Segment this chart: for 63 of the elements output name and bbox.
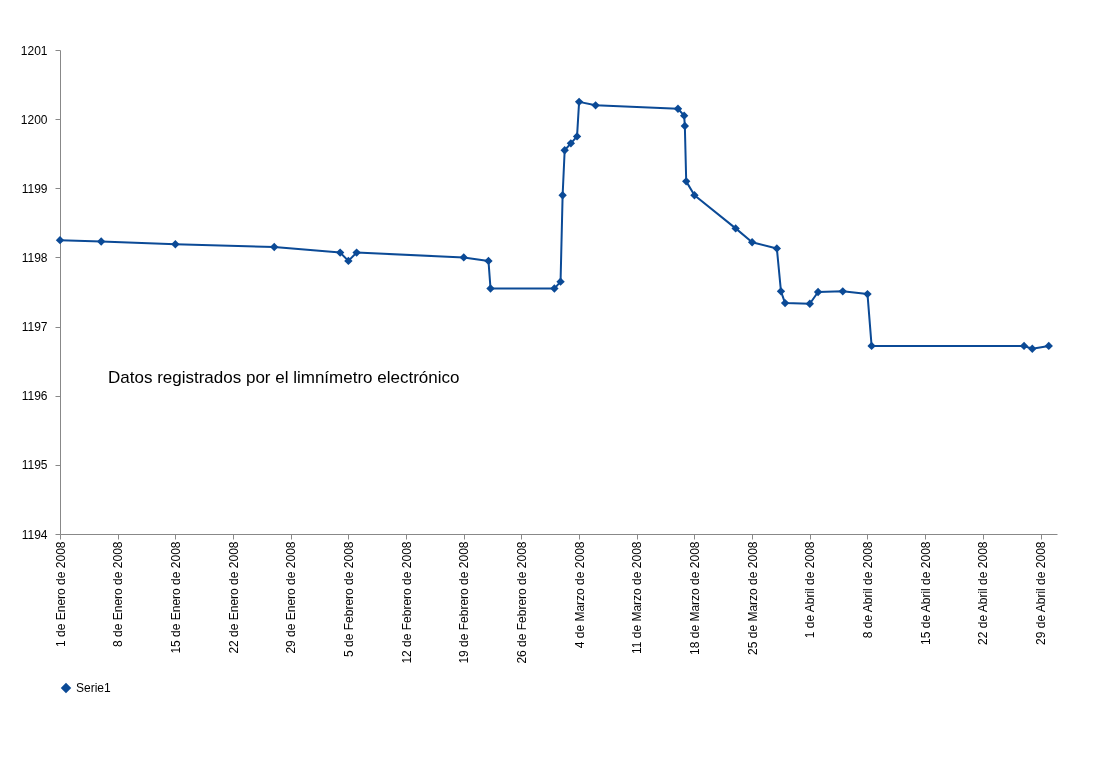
x-tick-label: 12 de Febrero de 2008 [399,541,414,664]
x-tick-label: 8 de Abril de 2008 [860,541,875,639]
point [484,256,493,266]
x-tick-label: 26 de Febrero de 2008 [514,541,529,664]
point [574,97,584,107]
y-tick-label: 1200 [20,112,48,127]
point [1044,341,1053,351]
point [459,253,468,262]
x-tick-label: 1 de Enero de 2008 [53,541,68,647]
point [1028,344,1037,353]
x-tick-label: 5 de Febrero de 2008 [341,541,356,657]
y-tick-label: 1196 [21,389,48,404]
point [572,132,582,141]
point [335,248,345,257]
x-tick-label: 25 de Marzo de 2008 [745,541,760,655]
x-tick-label: 8 de Enero de 2008 [111,541,126,647]
y-tick-label: 1195 [21,458,48,473]
point [747,238,757,247]
point [352,248,361,257]
point [55,235,65,245]
point [558,191,567,200]
x-tick-label: 29 de Abril de 2008 [1034,541,1049,645]
legend-label: Serie1 [76,681,112,695]
point [838,287,847,296]
x-tick-label: 29 de Enero de 2008 [284,541,299,654]
x-tick-label: 19 de Febrero de 2008 [457,541,472,664]
point [673,104,683,113]
x-tick-label: 22 de Enero de 2008 [226,541,241,654]
y-tick-label: 1198 [21,250,48,265]
point [591,101,600,110]
point [863,289,872,299]
x-tick-label: 11 de Marzo de 2008 [630,541,645,655]
x-tick-label: 15 de Enero de 2008 [168,541,183,654]
point [776,287,786,296]
x-tick-label: 22 de Abril de 2008 [976,541,991,645]
point [682,177,691,186]
point [772,244,782,253]
point [97,237,106,246]
point [344,256,353,266]
point [550,284,559,293]
point [867,341,876,351]
point [780,298,790,308]
point [171,240,180,249]
y-tick-label: 1201 [20,43,48,58]
point [270,242,279,252]
point [566,139,576,148]
annotation: Datos registrados por el limnímetro electrónico [108,368,460,387]
x-tick-label: 4 de Marzo de 2008 [572,541,587,649]
point [813,287,823,297]
point [486,284,495,293]
x-tick-label: 15 de Abril de 2008 [918,541,933,645]
y-tick-label: 1199 [21,181,48,196]
point [731,224,740,233]
y-tick-label: 1194 [21,527,48,542]
x-tick-label: 18 de Marzo de 2008 [687,541,702,655]
point [556,277,565,286]
x-tick-label: 1 de Abril de 2008 [803,541,818,639]
point [560,146,569,155]
point [679,111,689,120]
y-tick-label: 1197 [21,320,48,335]
point [680,121,690,131]
point [690,191,699,200]
point [805,299,814,308]
